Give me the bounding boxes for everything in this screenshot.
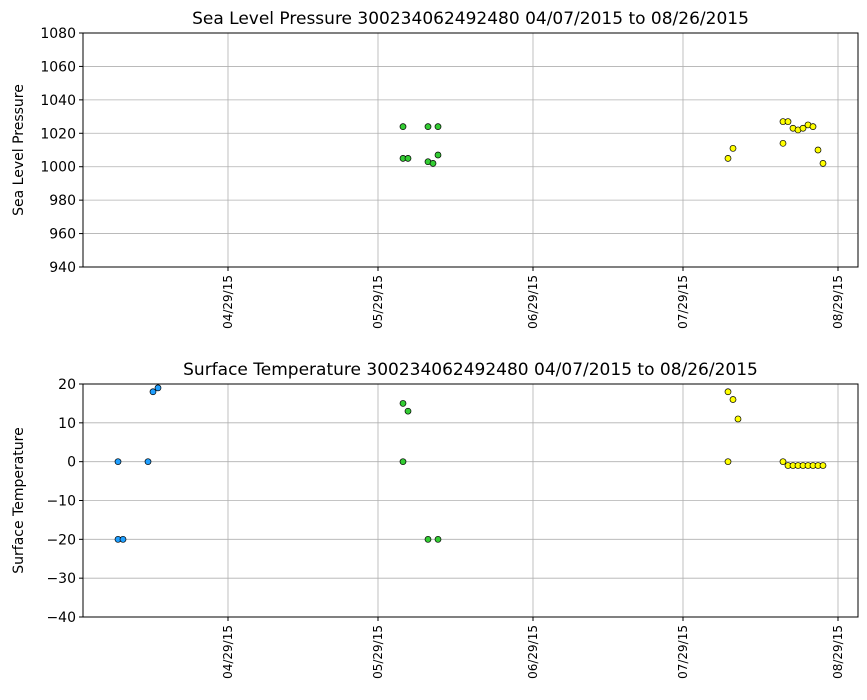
data-point: [724, 388, 732, 396]
y-tick-label: 0: [67, 455, 76, 471]
x-tick-label: 06/29/15: [526, 625, 540, 679]
x-tick-label: 04/29/15: [221, 275, 235, 329]
chart-title: Surface Temperature 300234062492480 04/0…: [183, 360, 758, 380]
data-point: [809, 123, 817, 130]
y-tick-label: −10: [46, 494, 76, 510]
y-axis-label: Sea Level Pressure: [11, 84, 27, 216]
data-point: [734, 415, 742, 423]
data-point: [779, 139, 787, 147]
plot-frame: [82, 32, 859, 268]
data-point: [399, 123, 407, 130]
y-tick-label: 940: [49, 260, 76, 276]
y-tick-label: −30: [46, 571, 76, 587]
y-tick-label: −40: [46, 610, 76, 626]
data-point: [399, 458, 407, 466]
y-tick-label: 1000: [40, 160, 76, 176]
data-point: [799, 124, 807, 132]
y-tick-label: 10: [58, 416, 76, 432]
data-point: [434, 123, 442, 130]
data-point: [724, 458, 732, 466]
x-tick-label: 05/29/15: [371, 275, 385, 329]
data-point: [434, 535, 442, 543]
x-tick-label: 07/29/15: [676, 275, 690, 329]
data-point: [424, 123, 432, 130]
data-point: [399, 400, 407, 407]
data-point: [424, 535, 432, 543]
data-point: [149, 388, 157, 396]
chart-title: Sea Level Pressure 300234062492480 04/07…: [192, 9, 749, 29]
y-tick-label: 1060: [40, 59, 76, 75]
data-point: [779, 458, 787, 466]
data-point: [814, 146, 822, 154]
x-tick-label: 04/29/15: [221, 625, 235, 679]
y-tick-label: 980: [49, 193, 76, 209]
x-tick-label: 08/29/15: [831, 625, 845, 679]
data-point: [114, 458, 122, 466]
data-point: [434, 151, 442, 159]
data-point: [404, 407, 412, 415]
y-tick-label: 1080: [40, 26, 76, 42]
x-tick-label: 07/29/15: [676, 625, 690, 679]
data-point: [819, 160, 827, 167]
y-tick-label: 20: [58, 377, 76, 393]
y-tick-label: 1020: [40, 126, 76, 142]
data-point: [729, 396, 737, 403]
y-tick-label: −20: [46, 532, 76, 548]
y-axis-label: Surface Temperature: [11, 427, 27, 573]
data-point: [429, 160, 437, 167]
y-tick-label: 1040: [40, 93, 76, 109]
plot-frame: [82, 383, 859, 618]
data-point: [404, 155, 412, 162]
data-point: [144, 458, 152, 466]
data-point: [819, 462, 827, 469]
y-tick-label: 960: [49, 227, 76, 243]
x-tick-label: 06/29/15: [526, 275, 540, 329]
data-point: [119, 535, 127, 543]
x-tick-label: 08/29/15: [831, 275, 845, 329]
x-tick-label: 05/29/15: [371, 625, 385, 679]
data-point: [729, 144, 737, 152]
data-point: [154, 384, 162, 392]
data-point: [784, 118, 792, 125]
data-point: [724, 155, 732, 162]
